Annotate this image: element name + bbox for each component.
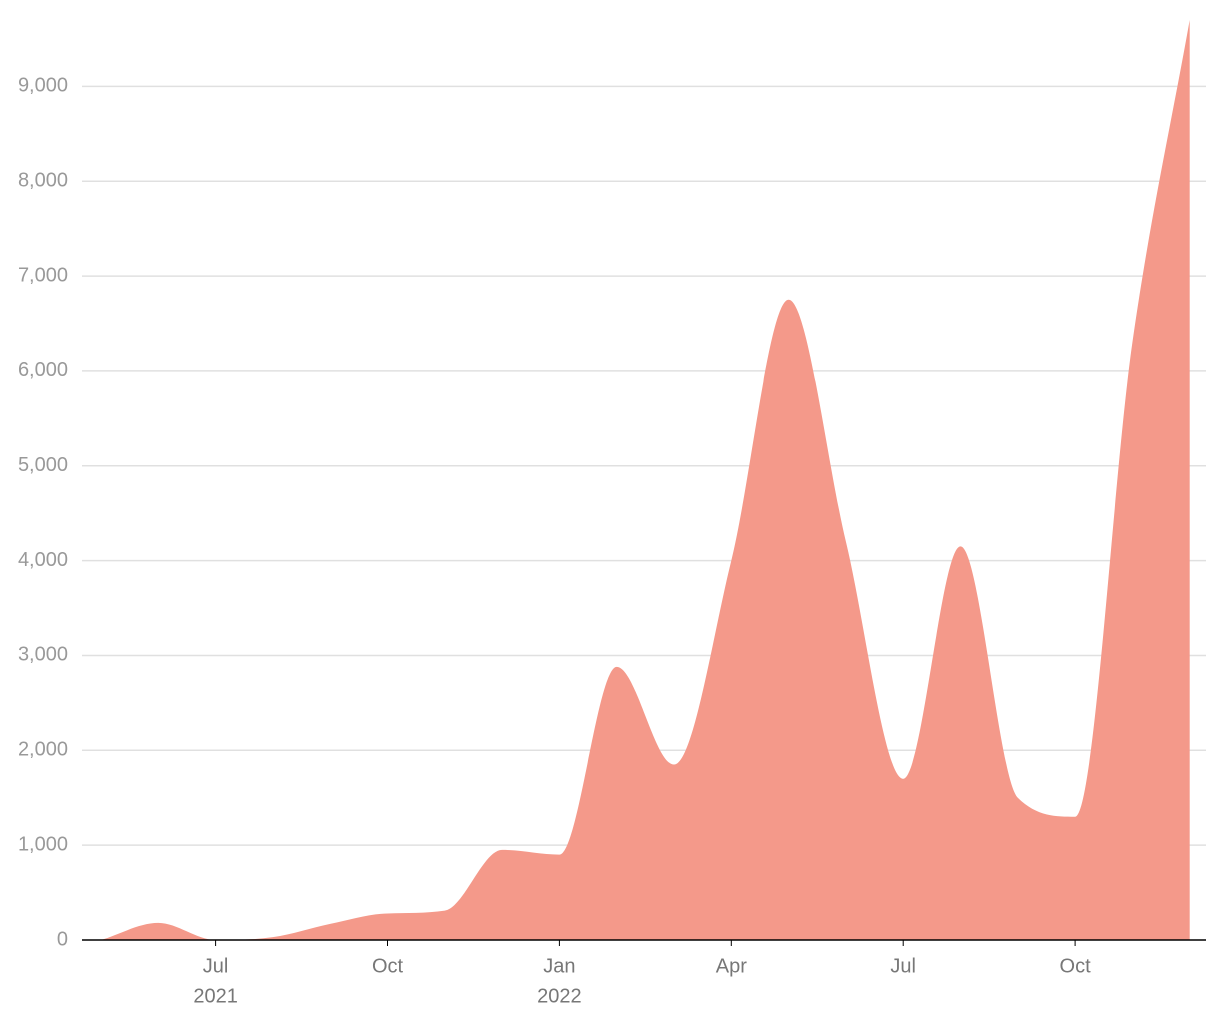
y-tick-label: 2,000 [18, 739, 68, 761]
x-tick-label: Oct [1060, 955, 1092, 977]
x-tick-label: Jan [543, 955, 575, 977]
y-tick-label: 8,000 [18, 170, 68, 192]
y-tick-label: 6,000 [18, 359, 68, 381]
area [101, 20, 1190, 940]
x-tick-year: 2021 [193, 985, 238, 1007]
y-tick-label: 0 [57, 928, 68, 950]
y-tick-label: 4,000 [18, 549, 68, 571]
y-tick-label: 7,000 [18, 264, 68, 286]
x-tick-label: Oct [372, 955, 404, 977]
y-tick-label: 5,000 [18, 454, 68, 476]
x-tick-label: Apr [716, 955, 747, 977]
x-tick-label: Jul [890, 955, 916, 977]
y-tick-label: 3,000 [18, 644, 68, 666]
y-tick-label: 9,000 [18, 75, 68, 97]
x-tick-year: 2022 [537, 985, 582, 1007]
x-tick-label: Jul [203, 955, 229, 977]
y-tick-label: 1,000 [18, 833, 68, 855]
